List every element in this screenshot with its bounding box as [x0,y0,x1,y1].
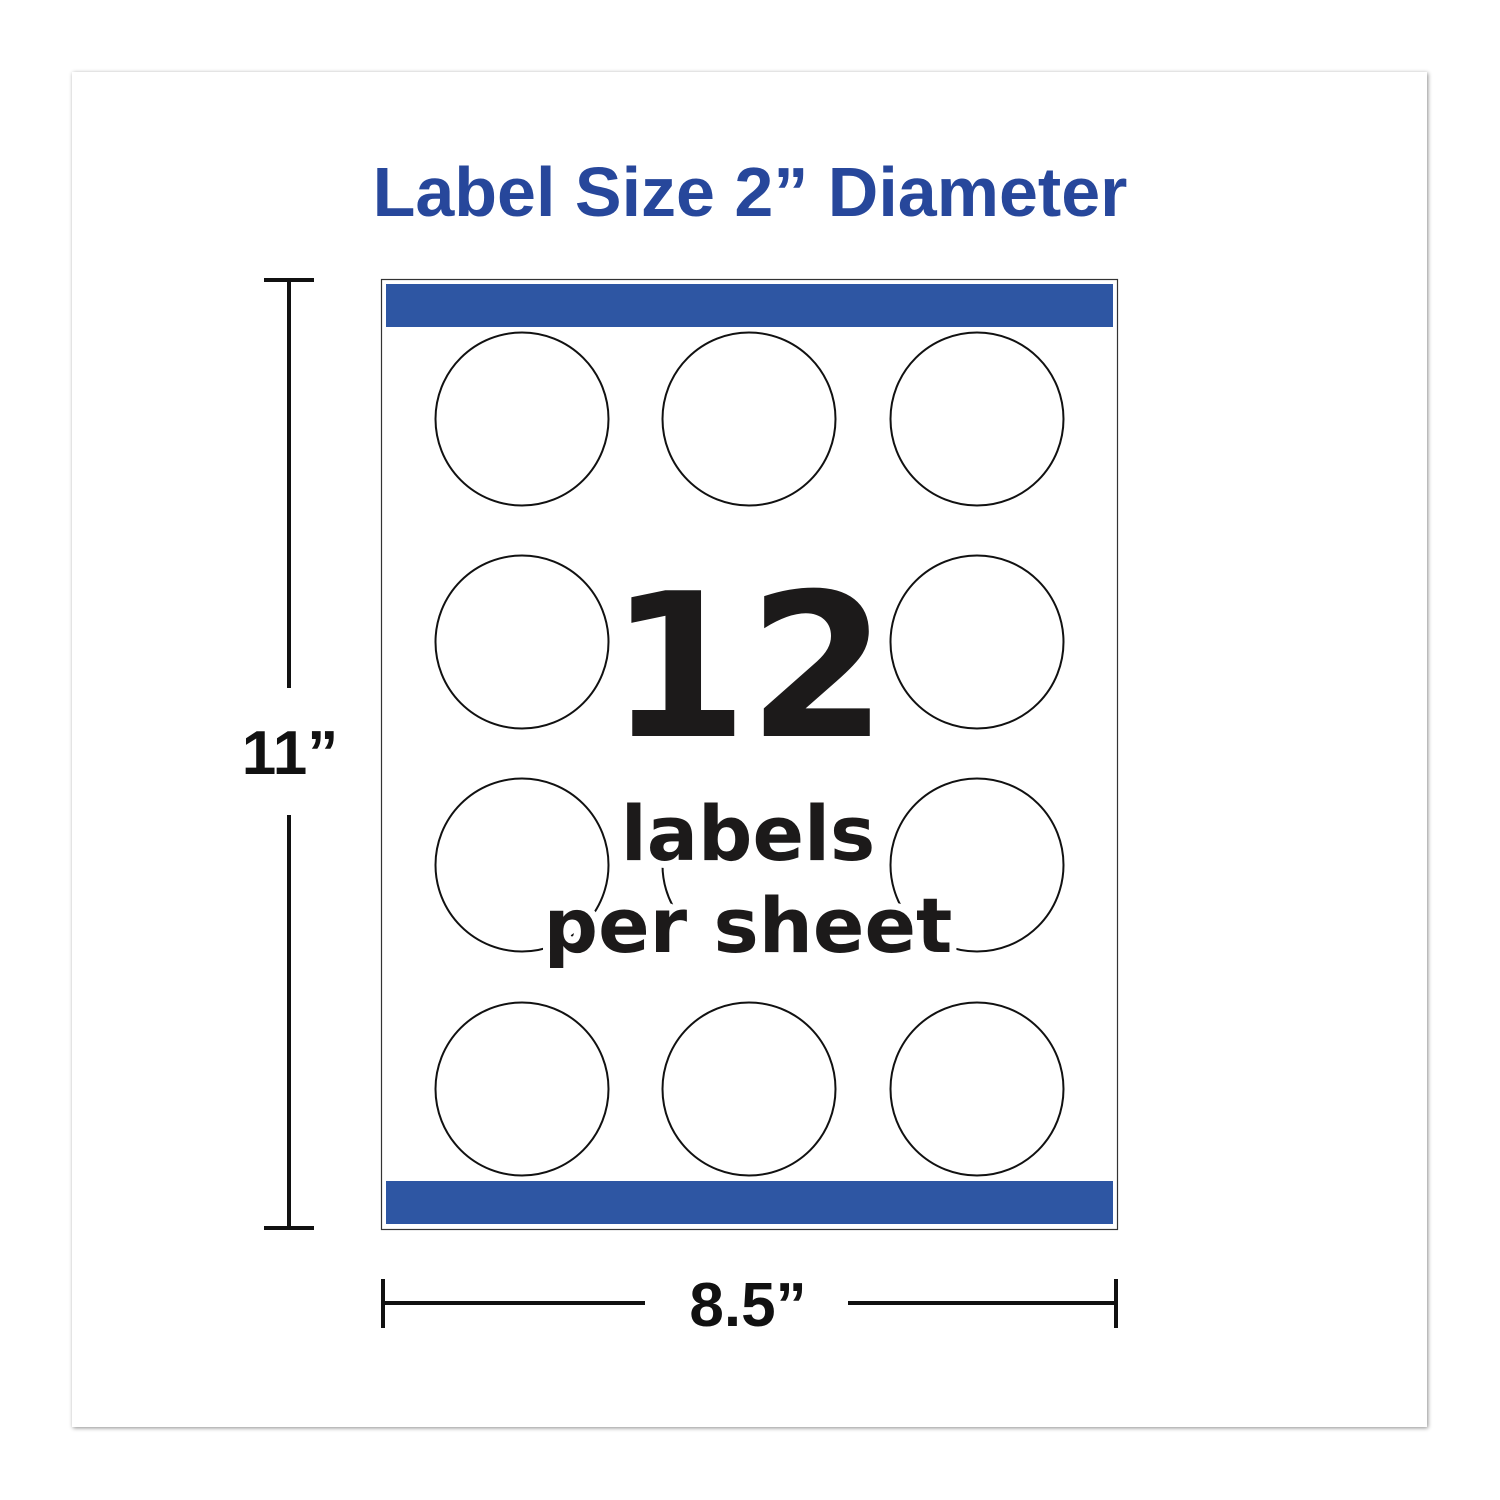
sheet-outline [380,278,1119,1231]
height-dimension [264,278,314,1230]
label-circle [889,331,1065,507]
label-circle [434,554,610,730]
top-band [386,284,1113,327]
label-circles [434,331,1065,1177]
width-dimension [381,1279,1118,1328]
label-circle [889,1001,1065,1177]
caption-per-sheet: per sheet [544,881,953,970]
label-circle [661,777,837,953]
label-circle [434,331,610,507]
label-circle [889,554,1065,730]
label-circle [434,777,610,953]
label-circle [661,1001,837,1177]
label-circle [434,1001,610,1177]
label-count: 12 [609,551,887,784]
label-circle [661,331,837,507]
width-label: 8.5” [689,1271,806,1340]
label-circle [889,777,1065,953]
height-label: 11” [242,719,339,788]
caption-labels: labels [621,789,876,878]
title: Label Size 2” Diameter [373,153,1128,231]
bottom-band [386,1181,1113,1224]
